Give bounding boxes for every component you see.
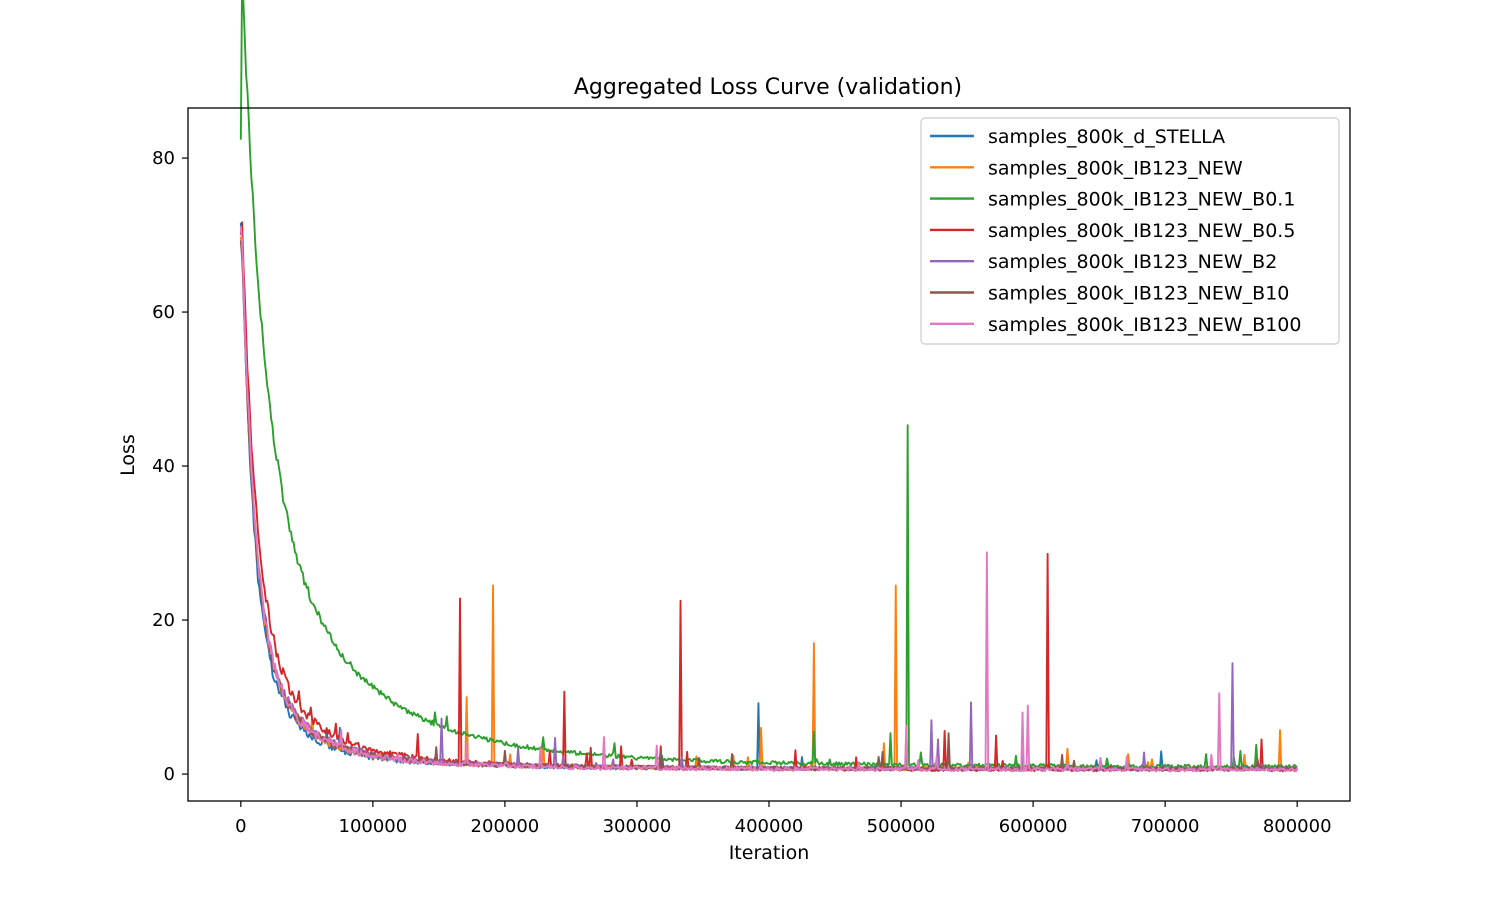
x-tick-label: 300000: [603, 816, 672, 837]
legend-label: samples_800k_IB123_NEW_B2: [988, 251, 1277, 273]
x-tick-label: 600000: [999, 816, 1068, 837]
legend: samples_800k_d_STELLA samples_800k_IB123_…: [920, 117, 1340, 345]
legend-label: samples_800k_IB123_NEW_B0.1: [988, 189, 1295, 211]
legend-frame: [920, 117, 1340, 345]
chart-title: Aggregated Loss Curve (validation): [574, 75, 962, 100]
series-line: [239, 0, 1298, 770]
legend-label: samples_800k_IB123_NEW_B0.5: [988, 220, 1295, 242]
legend-label: samples_800k_IB123_NEW_B10: [988, 283, 1289, 305]
y-axis-ticks: 0 20 40 60 80: [152, 148, 188, 785]
y-tick-label: 0: [164, 764, 175, 785]
y-tick-label: 80: [152, 148, 175, 169]
y-axis-label: Loss: [117, 434, 139, 476]
x-tick-label: 0: [235, 816, 246, 837]
x-tick-label: 800000: [1263, 816, 1332, 837]
x-axis-ticks: 0 100000 200000 300000 400000 500000 600000 700…: [235, 801, 1332, 837]
y-tick-label: 40: [152, 456, 175, 477]
series-line: [239, 226, 1299, 773]
x-axis-label: Iteration: [729, 842, 810, 864]
legend-label: samples_800k_IB123_NEW_B100: [988, 314, 1301, 336]
x-tick-label: 700000: [1131, 816, 1200, 837]
series-layer: [239, 0, 1299, 773]
y-tick-label: 20: [152, 610, 175, 631]
x-tick-label: 200000: [471, 816, 540, 837]
x-tick-label: 400000: [735, 816, 804, 837]
x-tick-label: 500000: [867, 816, 936, 837]
y-tick-label: 60: [152, 302, 175, 323]
x-tick-label: 100000: [339, 816, 408, 837]
legend-label: samples_800k_IB123_NEW: [988, 157, 1243, 179]
legend-label: samples_800k_d_STELLA: [988, 126, 1225, 148]
